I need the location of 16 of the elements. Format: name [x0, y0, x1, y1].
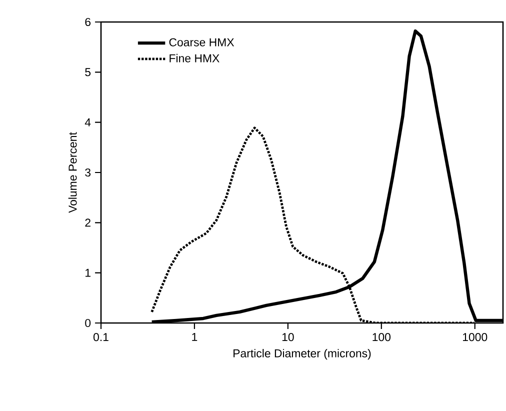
y-tick-label: 2: [85, 218, 90, 227]
x-tick-label: 0.1: [93, 333, 108, 342]
legend-label: Coarse HMX: [169, 38, 234, 46]
y-tick-label: 3: [85, 168, 91, 177]
x-tick-label: 100: [372, 333, 391, 342]
y-tick-label: 1: [86, 268, 90, 277]
x-tick-label: 1000: [463, 333, 488, 342]
y-axis-title: Volume Percent: [68, 132, 77, 213]
legend-label: Fine HMX: [170, 54, 220, 62]
x-axis-title: Particle Diameter (microns): [234, 348, 371, 360]
y-tick-label: 6: [85, 18, 91, 26]
y-tick-label: 4: [84, 118, 91, 126]
y-tick-label: 0: [85, 318, 91, 328]
x-tick-label: 10: [282, 333, 294, 342]
x-tick-label: 1: [192, 333, 198, 341]
y-tick-label: 5: [85, 68, 91, 76]
